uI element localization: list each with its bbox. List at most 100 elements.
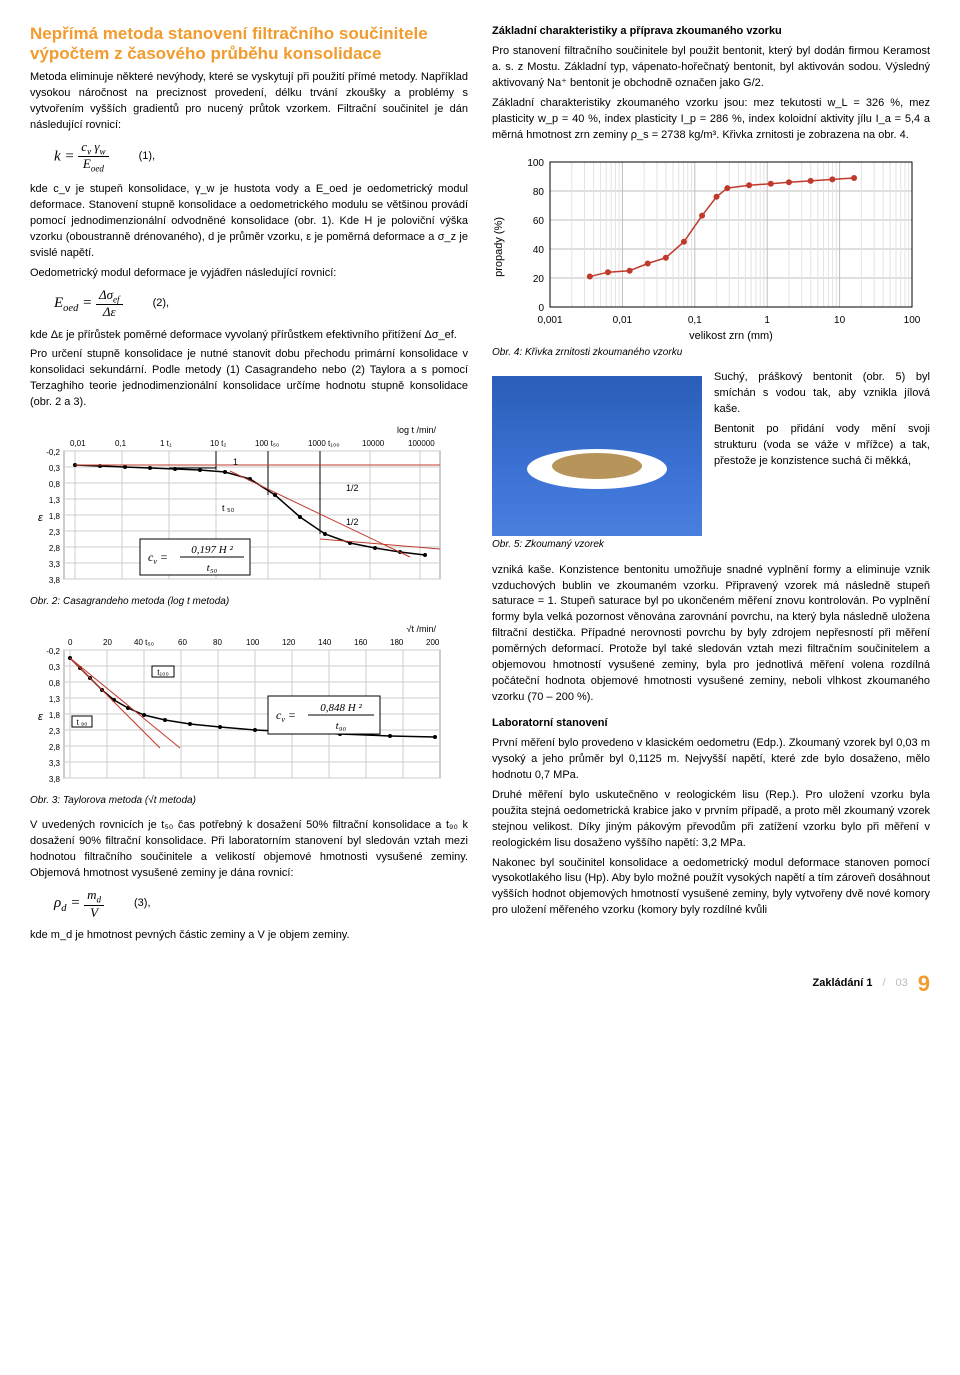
svg-text:0,848 H ²: 0,848 H ²	[320, 702, 362, 714]
svg-text:1,3: 1,3	[49, 496, 61, 505]
figure-caption: Obr. 5: Zkoumaný vzorek	[492, 538, 930, 553]
equation-2: Eoed = Δσef Δε (2),	[54, 288, 468, 320]
svg-text:10 t₂: 10 t₂	[210, 439, 226, 448]
eq-denom: Δε	[100, 305, 119, 319]
svg-text:100000: 100000	[408, 439, 435, 448]
svg-text:100: 100	[246, 638, 260, 647]
para: Oedometrický modul deformace je vyjádřen…	[30, 266, 468, 282]
svg-text:1,8: 1,8	[49, 711, 61, 720]
svg-text:60: 60	[178, 638, 187, 647]
svg-text:1 t₁: 1 t₁	[160, 439, 172, 448]
svg-text:t₅₀: t₅₀	[207, 562, 218, 574]
svg-text:80: 80	[533, 187, 545, 198]
svg-text:1: 1	[764, 315, 770, 326]
svg-text:0,1: 0,1	[115, 439, 127, 448]
svg-text:0,01: 0,01	[613, 315, 633, 326]
chart-casagrande: log t /min/ 0,010,1 1 t₁10 t₂ 100 t₅₀100…	[30, 421, 468, 591]
svg-text:0: 0	[68, 638, 73, 647]
eq-lhs: Eoed =	[54, 295, 92, 311]
footer-magazine: Zakládání 1	[813, 976, 873, 992]
eq-lhs: ρd =	[54, 895, 80, 911]
svg-text:0,8: 0,8	[49, 679, 61, 688]
right-column: Základní charakteristiky a příprava zkou…	[492, 24, 930, 948]
figure-caption: Obr. 3: Taylorova metoda (√t metoda)	[30, 794, 468, 809]
svg-text:100: 100	[904, 315, 921, 326]
svg-text:1,8: 1,8	[49, 512, 61, 521]
svg-text:2,8: 2,8	[49, 544, 61, 553]
sample-photo	[492, 376, 702, 536]
svg-text:2,8: 2,8	[49, 743, 61, 752]
figure-caption: Obr. 4: Křivka zrnitosti zkoumaného vzor…	[492, 346, 930, 361]
eq-denom: Eoed	[80, 157, 107, 174]
svg-text:cv =: cv =	[148, 550, 168, 566]
svg-text:t₉₀: t₉₀	[336, 720, 347, 732]
eq-numer: cv γw	[78, 140, 108, 158]
para: Nakonec byl součinitel konsolidace a oed…	[492, 856, 930, 920]
svg-text:1000 t₁₀₀: 1000 t₁₀₀	[308, 439, 340, 448]
eq-lhs: k =	[54, 148, 75, 164]
svg-text:60: 60	[533, 216, 545, 227]
para: V uvedených rovnicích je t₅₀ čas potřebn…	[30, 818, 468, 882]
inset-formula: cv = 0,197 H ² t₅₀	[140, 539, 250, 575]
page-number: 9	[918, 968, 930, 1000]
figure-caption: Obr. 2: Casagrandeho metoda (log t metod…	[30, 595, 468, 610]
chart-grainsize: propady (%) 0204060801000,0010,010,11101…	[492, 152, 930, 342]
para: Pro určení stupně konsolidace je nutné s…	[30, 347, 468, 411]
x-axis-label: √t /min/	[407, 624, 437, 634]
para: kde Δε je přírůstek poměrné deformace vy…	[30, 328, 468, 344]
svg-text:velikost zrn (mm): velikost zrn (mm)	[689, 330, 773, 342]
annot-1: 1	[233, 457, 238, 467]
svg-text:140: 140	[318, 638, 332, 647]
svg-text:0,3: 0,3	[49, 464, 61, 473]
eq-numer: Δσef	[96, 288, 123, 306]
svg-text:20: 20	[103, 638, 112, 647]
eq-number: (2),	[153, 296, 170, 312]
svg-text:0,01: 0,01	[70, 439, 86, 448]
para: kde m_d je hmotnost pevných částic zemin…	[30, 928, 468, 944]
svg-text:0: 0	[538, 303, 544, 314]
svg-text:100: 100	[527, 158, 544, 169]
article-title: Nepřímá metoda stanovení filtračního sou…	[30, 24, 468, 64]
para: Druhé měření bylo uskutečněno v reologic…	[492, 788, 930, 852]
para: kde c_v je stupeň konsolidace, γ_w je hu…	[30, 182, 468, 262]
x-ticks: 0,01 0,1 1 t₁ 10 t₂ 100 t₅₀ 1000 t₁₀₀ 10000…	[70, 439, 435, 448]
para: Základní charakteristiky zkoumaného vzor…	[492, 96, 930, 144]
eq-numer: md	[84, 888, 104, 906]
equation-1: k = cv γw Eoed (1),	[54, 140, 468, 174]
svg-text:3,8: 3,8	[49, 775, 61, 784]
para: vzniká kaše. Konzistence bentonitu umožň…	[492, 563, 930, 706]
svg-text:180: 180	[390, 638, 404, 647]
y-symbol: ε	[38, 512, 43, 524]
svg-text:2,3: 2,3	[49, 528, 61, 537]
left-column: Nepřímá metoda stanovení filtračního sou…	[30, 24, 468, 948]
annot-t100: t₁₀₀	[157, 668, 169, 677]
section-heading: Laboratorní stanovení	[492, 716, 930, 732]
eq-number: (3),	[134, 896, 151, 912]
y-axis-label: propady (%)	[492, 217, 508, 277]
chart-taylor: √t /min/ 02040 t₅₀ 6080100 120140160 180…	[30, 620, 468, 790]
svg-text:200: 200	[426, 638, 440, 647]
svg-text:0,8: 0,8	[49, 480, 61, 489]
svg-text:-0,2: -0,2	[46, 448, 60, 457]
svg-text:2,3: 2,3	[49, 727, 61, 736]
para: Metoda eliminuje některé nevýhody, které…	[30, 70, 468, 134]
annot-half: 1/2	[346, 517, 359, 527]
svg-text:20: 20	[533, 274, 545, 285]
svg-text:160: 160	[354, 638, 368, 647]
svg-text:0,001: 0,001	[537, 315, 562, 326]
svg-text:100 t₅₀: 100 t₅₀	[255, 439, 279, 448]
para: První měření bylo provedeno v klasickém …	[492, 736, 930, 784]
annot-half: 1/2	[346, 483, 359, 493]
svg-text:-0,2: -0,2	[46, 647, 60, 656]
svg-text:3,3: 3,3	[49, 560, 61, 569]
svg-text:40 t₅₀: 40 t₅₀	[134, 638, 154, 647]
svg-text:cv =: cv =	[276, 708, 296, 724]
svg-text:3,8: 3,8	[49, 576, 61, 585]
equation-3: ρd = md V (3),	[54, 888, 468, 920]
page-footer: Zakládání 1 / 03 9	[0, 964, 960, 1010]
footer-year: 03	[896, 976, 908, 992]
svg-text:0,197 H ²: 0,197 H ²	[191, 544, 233, 556]
annot-t90: t ₉₀	[77, 718, 88, 727]
svg-text:10000: 10000	[362, 439, 385, 448]
svg-text:1,3: 1,3	[49, 695, 61, 704]
